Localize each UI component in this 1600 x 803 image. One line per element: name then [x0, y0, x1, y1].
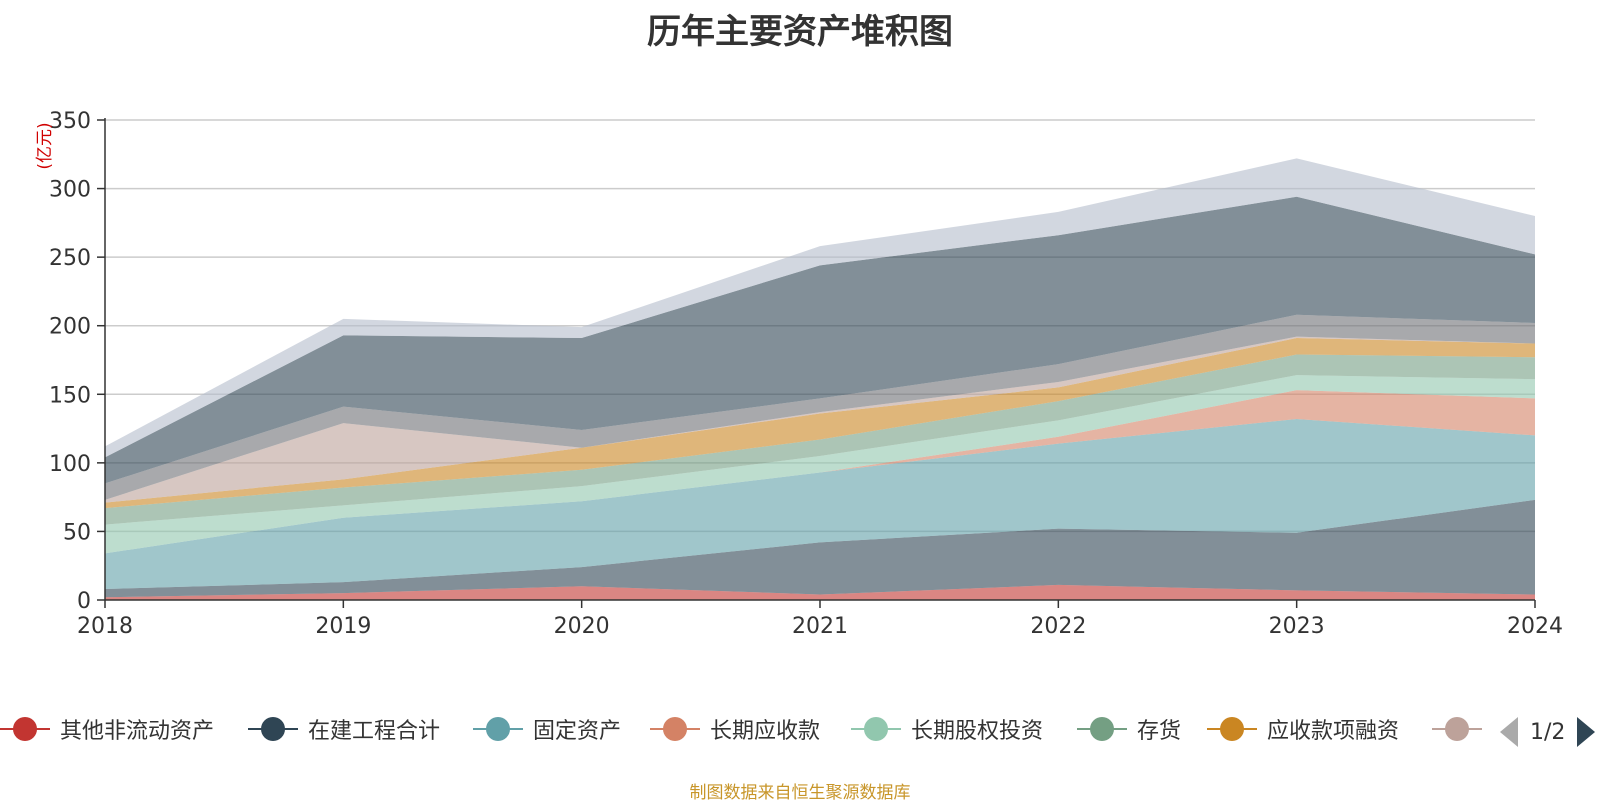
legend-symbol — [1432, 712, 1482, 746]
legend-dot — [1445, 717, 1469, 741]
y-axis-label: (亿元) — [35, 122, 55, 169]
legend-item-long-term-equity-investment[interactable]: 长期股权投资 — [851, 712, 1043, 746]
legend-page-indicator: 1/2 — [1530, 719, 1566, 745]
legend-dot — [1090, 717, 1114, 741]
x-tick-label: 2019 — [315, 614, 371, 639]
area-series-3 — [105, 390, 1535, 554]
x-tick-label: 2023 — [1269, 614, 1325, 639]
x-tick-label: 2024 — [1507, 614, 1563, 639]
legend-symbol — [0, 712, 50, 746]
legend-label: 在建工程合计 — [308, 719, 441, 744]
legend-item-construction-in-progress[interactable]: 在建工程合计 — [248, 712, 440, 746]
legend-label: 其他非流动资产 — [60, 719, 215, 744]
legend-item-receivables-financing[interactable]: 应收款项融资 — [1207, 712, 1399, 746]
legend-dot — [13, 717, 37, 741]
legend-label: 存货 — [1137, 719, 1182, 744]
legend-label: 应收款项融资 — [1267, 719, 1400, 744]
legend-pager: 1/2 — [1500, 716, 1596, 748]
legend-dot — [1220, 717, 1244, 741]
area-series-6 — [105, 338, 1535, 509]
legend-dot — [864, 717, 888, 741]
legend-symbol — [248, 712, 298, 746]
stacked-area-chart: 0 50 100 150 200 250 300 350 2018 2019 2020 2021 202… — [35, 109, 1563, 639]
legend-item-fixed-assets[interactable]: 固定资产 — [473, 712, 621, 746]
area-series-1 — [105, 499, 1535, 598]
x-tick-label: 2021 — [792, 614, 848, 639]
area-series-7 — [105, 336, 1535, 503]
x-tick-label: 2018 — [77, 614, 133, 639]
area-series-4 — [105, 375, 1535, 554]
x-tick-label: 2020 — [554, 614, 610, 639]
y-tick-label: 300 — [49, 178, 91, 203]
y-tick-label: 150 — [49, 383, 91, 408]
area-series-9 — [105, 196, 1535, 484]
chevron-right-icon[interactable] — [1577, 717, 1596, 747]
chart-title: 历年主要资产堆积图 — [647, 12, 953, 52]
legend-dot — [663, 717, 687, 741]
y-tick-label: 200 — [49, 315, 91, 340]
y-tick-label: 100 — [49, 452, 91, 477]
y-tick-label: 0 — [77, 589, 91, 614]
area-series-8 — [105, 314, 1535, 500]
chevron-left-icon[interactable] — [1500, 717, 1518, 747]
legend-symbol — [851, 712, 901, 746]
chart-legend: 其他非流动资产 在建工程合计 固定资产 长期应收款 长期股权投资 存货 应收款项… — [0, 712, 1600, 748]
source-note: 制图数据来自恒生聚源数据库 — [689, 783, 911, 803]
legend-item-truncated[interactable] — [1432, 712, 1482, 746]
x-tick-label: 2022 — [1030, 614, 1086, 639]
area-series-2 — [105, 418, 1535, 590]
area-series-10 — [105, 158, 1535, 458]
legend-item-other-noncurrent-assets[interactable]: 其他非流动资产 — [0, 712, 214, 746]
legend-symbol — [1207, 712, 1257, 746]
y-tick-label: 50 — [63, 520, 91, 545]
legend-item-long-term-receivables[interactable]: 长期应收款 — [650, 712, 820, 746]
area-series-0 — [105, 584, 1535, 600]
legend-label: 长期应收款 — [710, 719, 821, 744]
legend-item-inventory[interactable]: 存货 — [1077, 712, 1181, 746]
legend-symbol — [650, 712, 700, 746]
legend-dot — [486, 717, 510, 741]
y-tick-label: 250 — [49, 246, 91, 271]
y-tick-label: 350 — [49, 109, 91, 134]
legend-symbol — [473, 712, 523, 746]
legend-dot — [261, 717, 285, 741]
legend-label: 固定资产 — [533, 719, 622, 744]
legend-symbol — [1077, 712, 1127, 746]
legend-label: 长期股权投资 — [911, 719, 1044, 744]
